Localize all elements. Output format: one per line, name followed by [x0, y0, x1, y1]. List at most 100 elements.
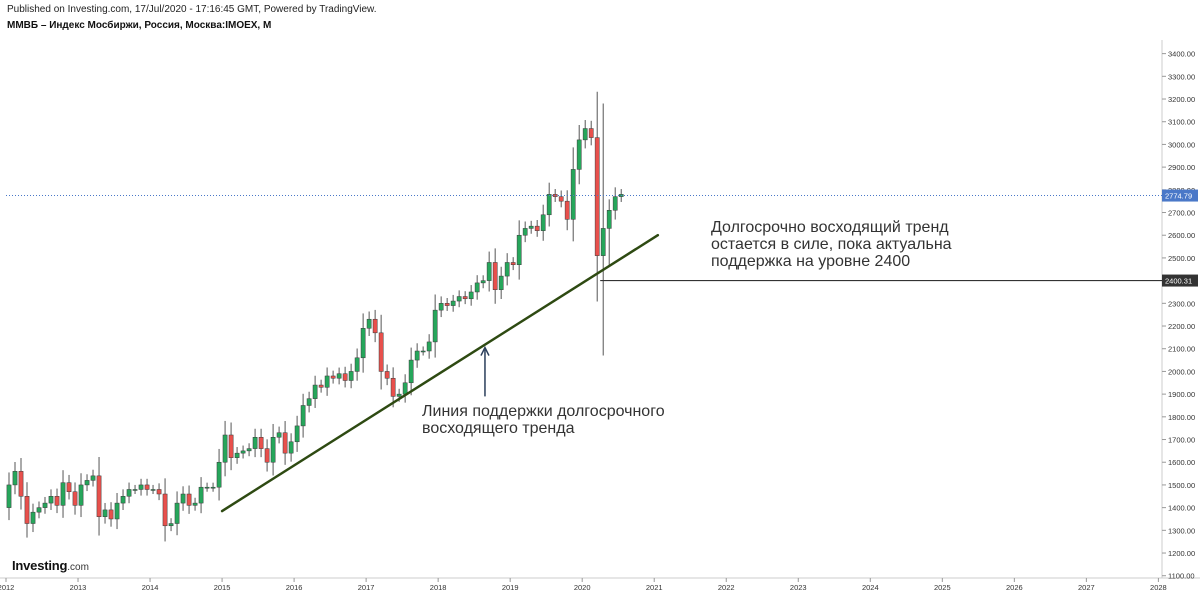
candle-body-up: [90, 475, 96, 481]
candle: [486, 251, 492, 292]
candle-body-down: [564, 200, 570, 220]
candle: [426, 334, 432, 359]
candle-body-up: [294, 425, 300, 443]
support-trendline[interactable]: [220, 233, 660, 513]
candle: [498, 266, 504, 300]
candle: [606, 199, 612, 268]
candle: [198, 477, 204, 514]
candle: [66, 474, 72, 500]
candle-body-down: [492, 262, 498, 290]
candle-body-up: [546, 194, 552, 216]
candle: [564, 190, 570, 231]
candle: [48, 489, 54, 511]
y-tick-label: 3000.00: [1168, 140, 1195, 149]
y-tick-label: 1100.00: [1168, 572, 1195, 581]
candle-body-up: [252, 437, 258, 449]
candle-body-up: [606, 210, 612, 229]
candle-body-down: [282, 432, 288, 454]
candle: [474, 275, 480, 300]
y-tick-label: 1700.00: [1168, 436, 1195, 445]
candle: [480, 275, 486, 289]
x-tick-label: 2028: [1150, 583, 1167, 592]
candle: [246, 443, 252, 457]
annotation-support: Линия поддержки долгосрочного восходящег…: [422, 403, 665, 437]
y-tick-label: 2100.00: [1168, 345, 1195, 354]
candle: [174, 491, 180, 536]
candle-body-up: [84, 480, 90, 486]
candle-body-up: [612, 196, 618, 211]
candle-body-down: [18, 471, 24, 497]
candle: [228, 422, 234, 471]
candle: [384, 364, 390, 386]
candle-body-up: [402, 382, 408, 395]
candle: [450, 294, 456, 312]
candle: [168, 518, 174, 532]
candle: [360, 313, 366, 373]
candle-body-up: [600, 228, 606, 256]
candle-body-up: [354, 357, 360, 372]
candle-body-up: [126, 489, 132, 497]
candle-body-down: [24, 496, 30, 524]
candle-body-up: [12, 471, 18, 486]
x-tick-label: 2021: [646, 583, 663, 592]
candle-body-up: [174, 502, 180, 524]
candle: [114, 492, 120, 530]
candle: [180, 486, 186, 511]
candle: [438, 296, 444, 318]
candle-body-down: [444, 303, 450, 306]
candle: [576, 125, 582, 185]
candle: [6, 472, 12, 521]
candle: [372, 309, 378, 343]
x-tick-label: 2026: [1006, 583, 1023, 592]
candle-body-up: [504, 262, 510, 277]
candle-body-up: [480, 280, 486, 284]
candle-body-up: [528, 225, 534, 229]
candle: [78, 473, 84, 518]
candle-body-up: [540, 214, 546, 231]
candle: [30, 503, 36, 533]
y-tick-label: 2000.00: [1168, 367, 1195, 376]
candle: [402, 374, 408, 403]
candle: [90, 469, 96, 487]
candle: [264, 439, 270, 472]
candle-body-up: [396, 393, 402, 397]
candle: [186, 485, 192, 514]
candle-body-down: [594, 137, 600, 256]
candle-body-down: [264, 448, 270, 463]
candle: [540, 204, 546, 241]
candle: [72, 482, 78, 515]
candle: [204, 482, 210, 492]
candle-body-up: [180, 493, 186, 504]
candle: [150, 484, 156, 495]
candle: [276, 426, 282, 444]
candle: [252, 428, 258, 458]
current-price-badge: [1162, 189, 1198, 202]
y-tick-label: 1600.00: [1168, 458, 1195, 467]
candle: [288, 433, 294, 462]
candle-body-down: [558, 196, 564, 202]
candle: [210, 482, 216, 492]
candle-body-up: [516, 234, 522, 265]
candle-body-down: [144, 484, 150, 490]
candle-body-up: [348, 371, 354, 381]
candle-body-down: [384, 371, 390, 379]
candle-body-up: [336, 373, 342, 379]
candle: [336, 367, 342, 385]
investing-logo[interactable]: Investing.com: [12, 558, 89, 573]
candle-body-down: [510, 262, 516, 265]
candle-body-up: [102, 509, 108, 517]
y-tick-label: 1900.00: [1168, 390, 1195, 399]
candle-body-up: [450, 300, 456, 306]
logo-brand: Investing: [12, 558, 68, 573]
candle: [294, 415, 300, 452]
candle: [156, 483, 162, 501]
candle-body-up: [150, 489, 156, 491]
candle-body-up: [486, 262, 492, 281]
candle-body-down: [72, 491, 78, 506]
x-tick-label: 2024: [862, 583, 879, 592]
candle-body-up: [312, 384, 318, 399]
candle: [612, 187, 618, 220]
candle-body-down: [66, 482, 72, 492]
candle-body-up: [36, 507, 42, 513]
